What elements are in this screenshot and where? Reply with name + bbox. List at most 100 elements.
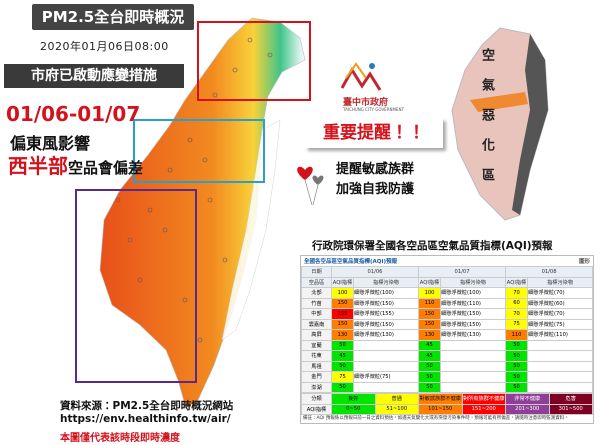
- aqi-value: 50: [418, 371, 442, 383]
- aqi-table: 全國各空品區空氣品質指標(AQI)預報 圖形 日期 01/06 01/07 01/08 空…: [300, 255, 594, 424]
- pollutant: [440, 350, 507, 362]
- pollutant: [440, 360, 507, 372]
- region-row: 雲嘉南 150 細懸浮微粒(150) 150 細懸浮微粒(150) 75 細懸浮微粒(75): [301, 318, 594, 330]
- legend-row: 分類 良好 普通 對敏感族群不健康 對所有族群不健康 非常不健康 危害: [301, 393, 593, 405]
- datetime: 2020年01月06日08:00: [40, 40, 169, 53]
- monitor-stations: [115, 37, 273, 343]
- column-header: AQI指標: [418, 276, 442, 288]
- legend-cell: 0~50: [331, 403, 376, 415]
- region: 宜蘭: [301, 339, 332, 351]
- pollutant: 細懸浮微粒(100): [440, 287, 507, 299]
- reminder-line: 提醒敏感族群: [336, 162, 415, 177]
- pollutant: 細懸浮微粒(155): [352, 308, 420, 320]
- region-row: 花東 45 45 50: [301, 350, 594, 362]
- aqi-value: 50: [418, 381, 442, 393]
- title: PM2.5全台即時概況: [32, 4, 194, 30]
- graph-link[interactable]: 圖形: [578, 259, 590, 265]
- forecast-region: 西半部: [8, 154, 68, 178]
- pollutant: [352, 360, 420, 372]
- aqi-value: 45: [418, 339, 442, 351]
- aqi-table-title: 行政院環保署全國各空品區空氣品質指標(AQI)預報: [312, 240, 553, 252]
- region-row: 澎湖 50 50 50: [301, 381, 594, 393]
- aqi-value: 50: [505, 350, 529, 362]
- aqi-value: 75: [505, 318, 529, 330]
- pollutant: [440, 339, 507, 351]
- forecast-table: 日期 01/06 01/07 01/08 空品區 AQI指標 指標污染物 AQI指標 指標污染物…: [301, 266, 594, 393]
- region-row: 金門 75 細懸浮微粒(75) 50 50: [301, 371, 594, 383]
- central-box: [133, 119, 265, 183]
- logo-english: TAICHUNG CITY GOVERNMENT: [343, 107, 404, 112]
- region-row: 高屏 130 細懸浮微粒(130) 130 細懸浮微粒(130) 110 細懸浮微粒(110…: [301, 329, 594, 341]
- legend-cell: 普通: [374, 393, 419, 405]
- taiwan-heatmap: [99, 17, 306, 409]
- region: 澎湖: [301, 381, 332, 393]
- aqi-value: 45: [331, 350, 354, 362]
- aqi-value: 75: [331, 371, 354, 383]
- pollutant: [527, 371, 594, 383]
- legend-cell: 301~500: [548, 403, 593, 415]
- pollutant: [527, 381, 594, 393]
- city-logo: [340, 62, 382, 91]
- region: 竹苗: [301, 297, 332, 309]
- mountain-area: [221, 119, 281, 341]
- pollutant: [352, 350, 420, 362]
- column-header: 指標污染物: [440, 276, 507, 288]
- forecast-cause: 偏東風影響: [10, 134, 91, 153]
- aqi-value: 50: [505, 381, 529, 393]
- north-box: [197, 21, 311, 101]
- region: 雲嘉南: [301, 318, 332, 330]
- column-header: 指標污染物: [352, 276, 420, 288]
- pollutant: 細懸浮微粒(75): [352, 371, 420, 383]
- aqi-value: 110: [418, 297, 442, 309]
- aqi-value: 60: [505, 297, 529, 309]
- aqi-value: 155: [331, 308, 354, 320]
- region: 高屏: [301, 329, 332, 341]
- source-url[interactable]: https://env.healthinfo.tw/air/: [60, 413, 231, 425]
- pollutant: [527, 350, 594, 362]
- subtitle-text: 全國各空品區空氣品質指標(AQI)預報: [304, 259, 398, 265]
- legend-cell: 非常不健康: [505, 393, 550, 405]
- legend-cell: 51~100: [374, 403, 419, 415]
- aqi-value: 45: [418, 350, 442, 362]
- aqi-value: 150: [418, 318, 442, 330]
- region-row: 竹苗 150 細懸浮微粒(150) 110 細懸浮微粒(110) 60 細懸浮微粒(60): [301, 297, 594, 309]
- region: 金門: [301, 371, 332, 383]
- pollutant: [527, 339, 594, 351]
- legend-cell: 201~300: [505, 403, 550, 415]
- pollutant: [527, 360, 594, 372]
- notice: 市府已啟動應變措施: [4, 64, 184, 88]
- region-row: 北部 100 細懸浮微粒(100) 100 細懸浮微粒(100) 70 細懸浮微粒(70): [301, 287, 594, 299]
- pollutant: 細懸浮微粒(60): [527, 297, 594, 309]
- aqi-value: 150: [418, 308, 442, 320]
- column-header: AQI指標: [505, 276, 529, 288]
- region: 中部: [301, 308, 332, 320]
- aqi-value: 50: [418, 360, 442, 372]
- pollutant: 細懸浮微粒(150): [440, 308, 507, 320]
- date: 01/06: [330, 266, 420, 278]
- forecast-period: 01/06-01/07: [6, 102, 141, 126]
- pollutant: 細懸浮微粒(150): [440, 318, 507, 330]
- date: 01/07: [418, 266, 507, 278]
- aqi-table-subtitle: 全國各空品區空氣品質指標(AQI)預報 圖形: [301, 256, 593, 266]
- pollutant: 細懸浮微粒(130): [352, 329, 420, 341]
- aqi-value: 130: [418, 329, 442, 341]
- pollutant: 細懸浮微粒(70): [527, 308, 594, 320]
- date: 01/08: [505, 266, 594, 278]
- region-header: 空品區: [301, 276, 332, 288]
- column-header: 指標污染物: [527, 276, 594, 288]
- reminder-line: 加強自我防護: [336, 182, 415, 197]
- aqi-value: 50: [331, 381, 354, 393]
- region: 馬祖: [301, 360, 332, 372]
- aqi-value: 100: [331, 287, 354, 299]
- pollutant: [352, 381, 420, 393]
- pollutant: 細懸浮微粒(75): [527, 318, 594, 330]
- legend-cell: 危害: [548, 393, 593, 405]
- region: 花東: [301, 350, 332, 362]
- column-header: AQI指標: [331, 276, 354, 288]
- forecast-effect-text: 空品會偏差: [68, 159, 144, 177]
- pollutant: 細懸浮微粒(110): [440, 297, 507, 309]
- legend-row: AQI指標 0~50 51~100 101~150 151~200 201~300 301~…: [301, 403, 593, 415]
